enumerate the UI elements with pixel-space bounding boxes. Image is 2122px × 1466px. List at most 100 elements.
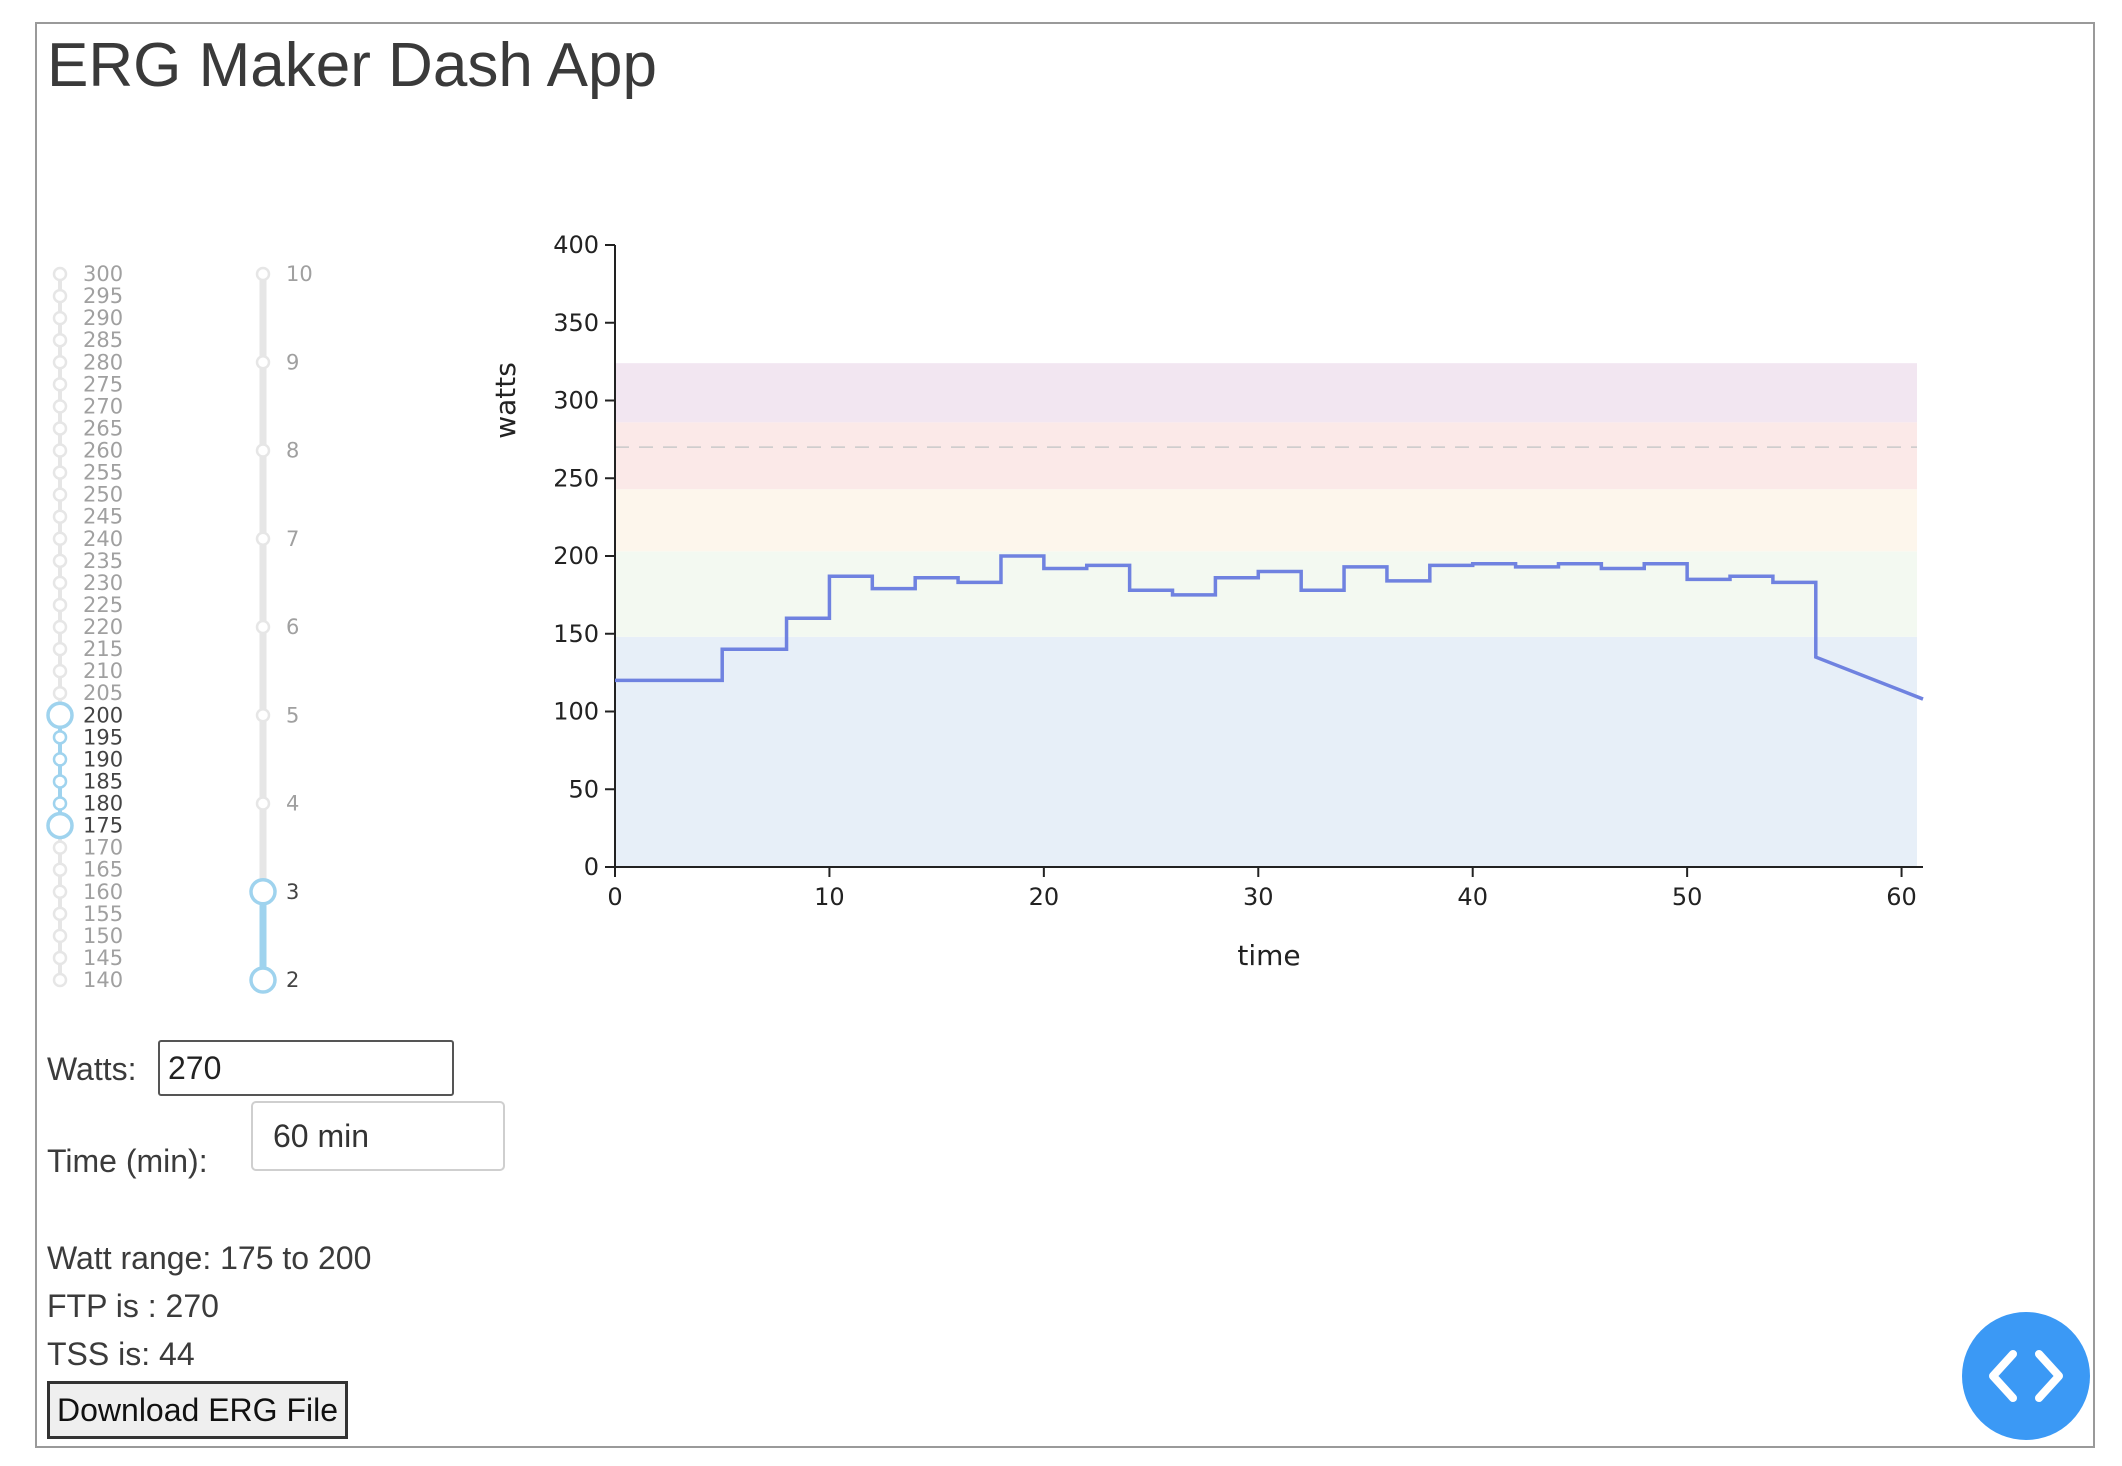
- watt-range-slider[interactable]: 300 295 290 285 280 275 270 265 260 255 250 245 240 2…: [40, 262, 180, 1007]
- slider-dot[interactable]: [52, 399, 68, 414]
- slider-tick-label: 180: [83, 792, 123, 816]
- x-tick-label: 0: [607, 883, 622, 911]
- slider-tick-label: 260: [83, 439, 123, 463]
- slider-tick-label: 145: [83, 946, 123, 970]
- slider-tick-label: 170: [83, 836, 123, 860]
- slider-tick-label: 205: [83, 681, 123, 705]
- watts-input[interactable]: [158, 1040, 454, 1096]
- slider-dot[interactable]: [52, 332, 68, 348]
- slider-tick-label: 195: [83, 725, 123, 749]
- slider-dot[interactable]: [52, 730, 68, 745]
- slider-tick-label: 3: [286, 880, 299, 904]
- time-input[interactable]: [251, 1101, 505, 1171]
- x-tick-label: 20: [1029, 883, 1060, 911]
- slider-dot[interactable]: [52, 752, 68, 767]
- slider-tick-label: 220: [83, 615, 123, 639]
- slider-tick-label: 5: [286, 703, 299, 727]
- slider-dot[interactable]: [52, 685, 68, 701]
- time-range-slider[interactable]: 10 9 8 7 6 5 4 3 2: [240, 262, 340, 1007]
- slider-dot[interactable]: [52, 840, 68, 855]
- slider-dot[interactable]: [255, 531, 271, 546]
- code-brackets-icon: [1989, 1350, 2063, 1402]
- dev-tools-button[interactable]: [1962, 1312, 2090, 1440]
- slider-dot[interactable]: [52, 641, 68, 657]
- slider-dot[interactable]: [255, 355, 271, 370]
- slider-dot[interactable]: [52, 509, 68, 524]
- slider-dot[interactable]: [52, 972, 68, 988]
- slider-dot[interactable]: [52, 597, 68, 613]
- slider-dot[interactable]: [52, 553, 68, 569]
- slider-dot[interactable]: [52, 465, 68, 480]
- download-erg-button[interactable]: Download ERG File: [47, 1381, 348, 1439]
- slider-tick-label: 155: [83, 902, 123, 926]
- slider-dot[interactable]: [52, 663, 68, 679]
- slider-tick-label: 250: [83, 483, 123, 507]
- slider-dot[interactable]: [52, 796, 68, 811]
- slider-tick-label: 280: [83, 350, 123, 374]
- slider-tick-label: 295: [83, 284, 123, 308]
- y-axis-label: watts: [489, 362, 522, 439]
- slider-tick-label: 270: [83, 394, 123, 418]
- chart-svg: 0 50 100 150 200 250 300 350 400 0 10 20 30 40 50 60 tim…: [489, 231, 1924, 972]
- slider-dot[interactable]: [255, 443, 271, 458]
- y-tick-label: 400: [553, 231, 599, 259]
- slider-tick-label: 165: [83, 858, 123, 882]
- slider-dot[interactable]: [52, 310, 68, 326]
- slider-dot[interactable]: [52, 575, 68, 591]
- slider-dot[interactable]: [52, 487, 68, 502]
- slider-tick-label: 265: [83, 416, 123, 440]
- watt-range-text: Watt range: 175 to 200: [47, 1240, 372, 1276]
- slider-dot[interactable]: [52, 443, 68, 458]
- y-tick-label: 350: [553, 309, 599, 337]
- y-tick-label: 200: [553, 542, 599, 570]
- slider-handle[interactable]: [46, 701, 74, 729]
- slider-tick-label: 230: [83, 571, 123, 595]
- slider-dot[interactable]: [52, 377, 68, 392]
- slider-dot[interactable]: [52, 266, 68, 282]
- slider-dot[interactable]: [255, 708, 271, 723]
- slider-tick-label: 6: [286, 615, 299, 639]
- slider-tick-label: 4: [286, 792, 299, 816]
- y-tick-label: 150: [553, 620, 599, 648]
- slider-dot[interactable]: [255, 266, 271, 282]
- ftp-text: FTP is : 270: [47, 1288, 219, 1324]
- slider-dot[interactable]: [52, 619, 68, 635]
- slider-dot[interactable]: [52, 884, 68, 899]
- slider-dot[interactable]: [255, 619, 271, 635]
- slider-dot[interactable]: [52, 774, 68, 789]
- slider-tick-label: 140: [83, 968, 123, 992]
- slider-dot[interactable]: [52, 288, 68, 304]
- y-tick-label: 300: [553, 387, 599, 415]
- power-zone-band: [615, 363, 1917, 423]
- slider-dot[interactable]: [255, 796, 271, 811]
- y-tick-label: 250: [553, 464, 599, 492]
- slider-handle[interactable]: [46, 811, 74, 840]
- slider-handle[interactable]: [249, 878, 277, 906]
- slider-tick-label: 285: [83, 328, 123, 352]
- watt-slider-svg[interactable]: 3002952902852802752702652602552502452402…: [40, 262, 180, 1002]
- slider-tick-label: 275: [83, 372, 123, 396]
- slider-tick-label: 290: [83, 306, 123, 330]
- time-slider-svg[interactable]: 10 9 8 7 6 5 4 3 2: [240, 262, 340, 1002]
- slider-dot[interactable]: [52, 950, 68, 966]
- power-zone-band: [615, 636, 1917, 867]
- slider-tick-label: 240: [83, 527, 123, 551]
- slider-dot[interactable]: [52, 906, 68, 922]
- tss-text: TSS is: 44: [47, 1336, 195, 1372]
- slider-tick-label: 200: [83, 703, 123, 727]
- slider-dot[interactable]: [52, 928, 68, 944]
- slider-dot[interactable]: [52, 531, 68, 546]
- time-label: Time (min):: [47, 1143, 208, 1179]
- slider-handle[interactable]: [249, 966, 277, 994]
- slider-dot[interactable]: [52, 862, 68, 877]
- power-zone-band: [615, 489, 1917, 552]
- y-tick-label: 0: [584, 853, 599, 881]
- slider-dot[interactable]: [52, 355, 68, 370]
- y-tick-label: 50: [568, 775, 599, 803]
- slider-tick-label: 9: [286, 350, 299, 374]
- watts-label: Watts:: [47, 1051, 137, 1087]
- app-frame: [35, 22, 2095, 1448]
- slider-tick-label: 185: [83, 769, 123, 793]
- x-tick-label: 40: [1457, 883, 1488, 911]
- slider-dot[interactable]: [52, 421, 68, 436]
